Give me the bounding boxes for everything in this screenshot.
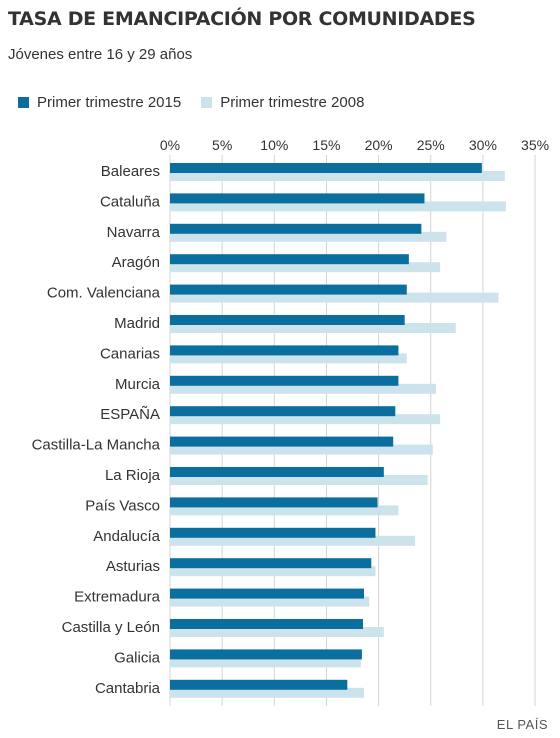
category-label: País Vasco <box>85 497 160 514</box>
bar-2015 <box>170 375 399 386</box>
category-label: Navarra <box>107 224 161 241</box>
bar-2015 <box>170 527 376 538</box>
bar-2008 <box>170 566 376 577</box>
bar-2008 <box>170 535 416 546</box>
bar-2008 <box>170 353 407 364</box>
bar-2015 <box>170 558 372 569</box>
chart-legend: Primer trimestre 2015 Primer trimestre 2… <box>18 94 384 111</box>
bar-2015 <box>170 406 396 417</box>
bar-2015 <box>170 679 348 690</box>
bar-2015 <box>170 163 482 173</box>
category-label: Com. Valenciana <box>47 285 161 302</box>
bar-2008 <box>170 596 370 607</box>
x-tick-label: 25% <box>417 137 445 153</box>
x-tick-label: 5% <box>212 137 232 153</box>
bar-2008 <box>170 475 428 485</box>
bar-2015 <box>170 284 407 295</box>
chart-title: TASA DE EMANCIPACIÓN POR COMUNIDADES <box>8 8 476 30</box>
category-label: Castilla y León <box>62 619 160 636</box>
legend-label-2015: Primer trimestre 2015 <box>37 94 182 111</box>
bar-2015 <box>170 223 422 234</box>
x-tick-label: 0% <box>160 137 180 153</box>
bar-2015 <box>170 588 364 599</box>
source-credit: EL PAÍS <box>496 717 548 732</box>
category-label: Aragón <box>112 254 160 271</box>
bar-2015 <box>170 649 362 660</box>
x-tick-label: 30% <box>469 137 497 153</box>
bar-2008 <box>170 444 433 455</box>
bar-2015 <box>170 436 394 447</box>
category-label: La Rioja <box>105 467 161 484</box>
category-label: Galicia <box>114 649 161 666</box>
category-label: Canarias <box>100 345 160 362</box>
bar-2008 <box>170 292 499 303</box>
category-label: Andalucía <box>93 528 160 545</box>
bar-2015 <box>170 193 425 204</box>
legend-swatch-2015 <box>18 97 29 108</box>
bar-2015 <box>170 345 399 356</box>
category-label: Cataluña <box>100 193 161 210</box>
legend-item-2015: Primer trimestre 2015 <box>18 94 181 111</box>
legend-swatch-2008 <box>201 97 213 108</box>
bar-2015 <box>170 619 363 629</box>
x-tick-label: 10% <box>260 137 288 153</box>
bar-2008 <box>170 657 361 668</box>
legend-item-2008: Primer trimestre 2008 <box>201 94 364 111</box>
x-tick-label: 20% <box>365 137 393 153</box>
bar-2008 <box>170 323 456 333</box>
bar-2008 <box>170 627 384 637</box>
category-label: Castilla-La Mancha <box>32 437 161 454</box>
bar-2008 <box>170 262 441 273</box>
legend-label-2008: Primer trimestre 2008 <box>220 94 365 111</box>
category-label: Murcia <box>115 376 161 393</box>
bar-2008 <box>170 505 399 516</box>
chart-subtitle: Jóvenes entre 16 y 29 años <box>8 46 193 63</box>
bar-2015 <box>170 467 384 477</box>
bar-2015 <box>170 497 378 508</box>
bar-2008 <box>170 687 364 698</box>
bar-2015 <box>170 254 409 265</box>
bar-2008 <box>170 201 506 212</box>
bar-2015 <box>170 315 405 325</box>
bar-2008 <box>170 231 447 242</box>
bar-2008 <box>170 383 436 394</box>
category-label: Cantabria <box>95 680 161 697</box>
bar-2008 <box>170 171 505 181</box>
category-label: Extremadura <box>74 589 161 606</box>
category-label: Baleares <box>101 163 160 180</box>
category-label: ESPAÑA <box>100 406 160 423</box>
x-tick-label: 15% <box>312 137 340 153</box>
x-tick-label: 35% <box>521 137 549 153</box>
bar-2008 <box>170 414 441 425</box>
category-label: Asturias <box>106 558 160 575</box>
category-label: Madrid <box>114 315 160 332</box>
